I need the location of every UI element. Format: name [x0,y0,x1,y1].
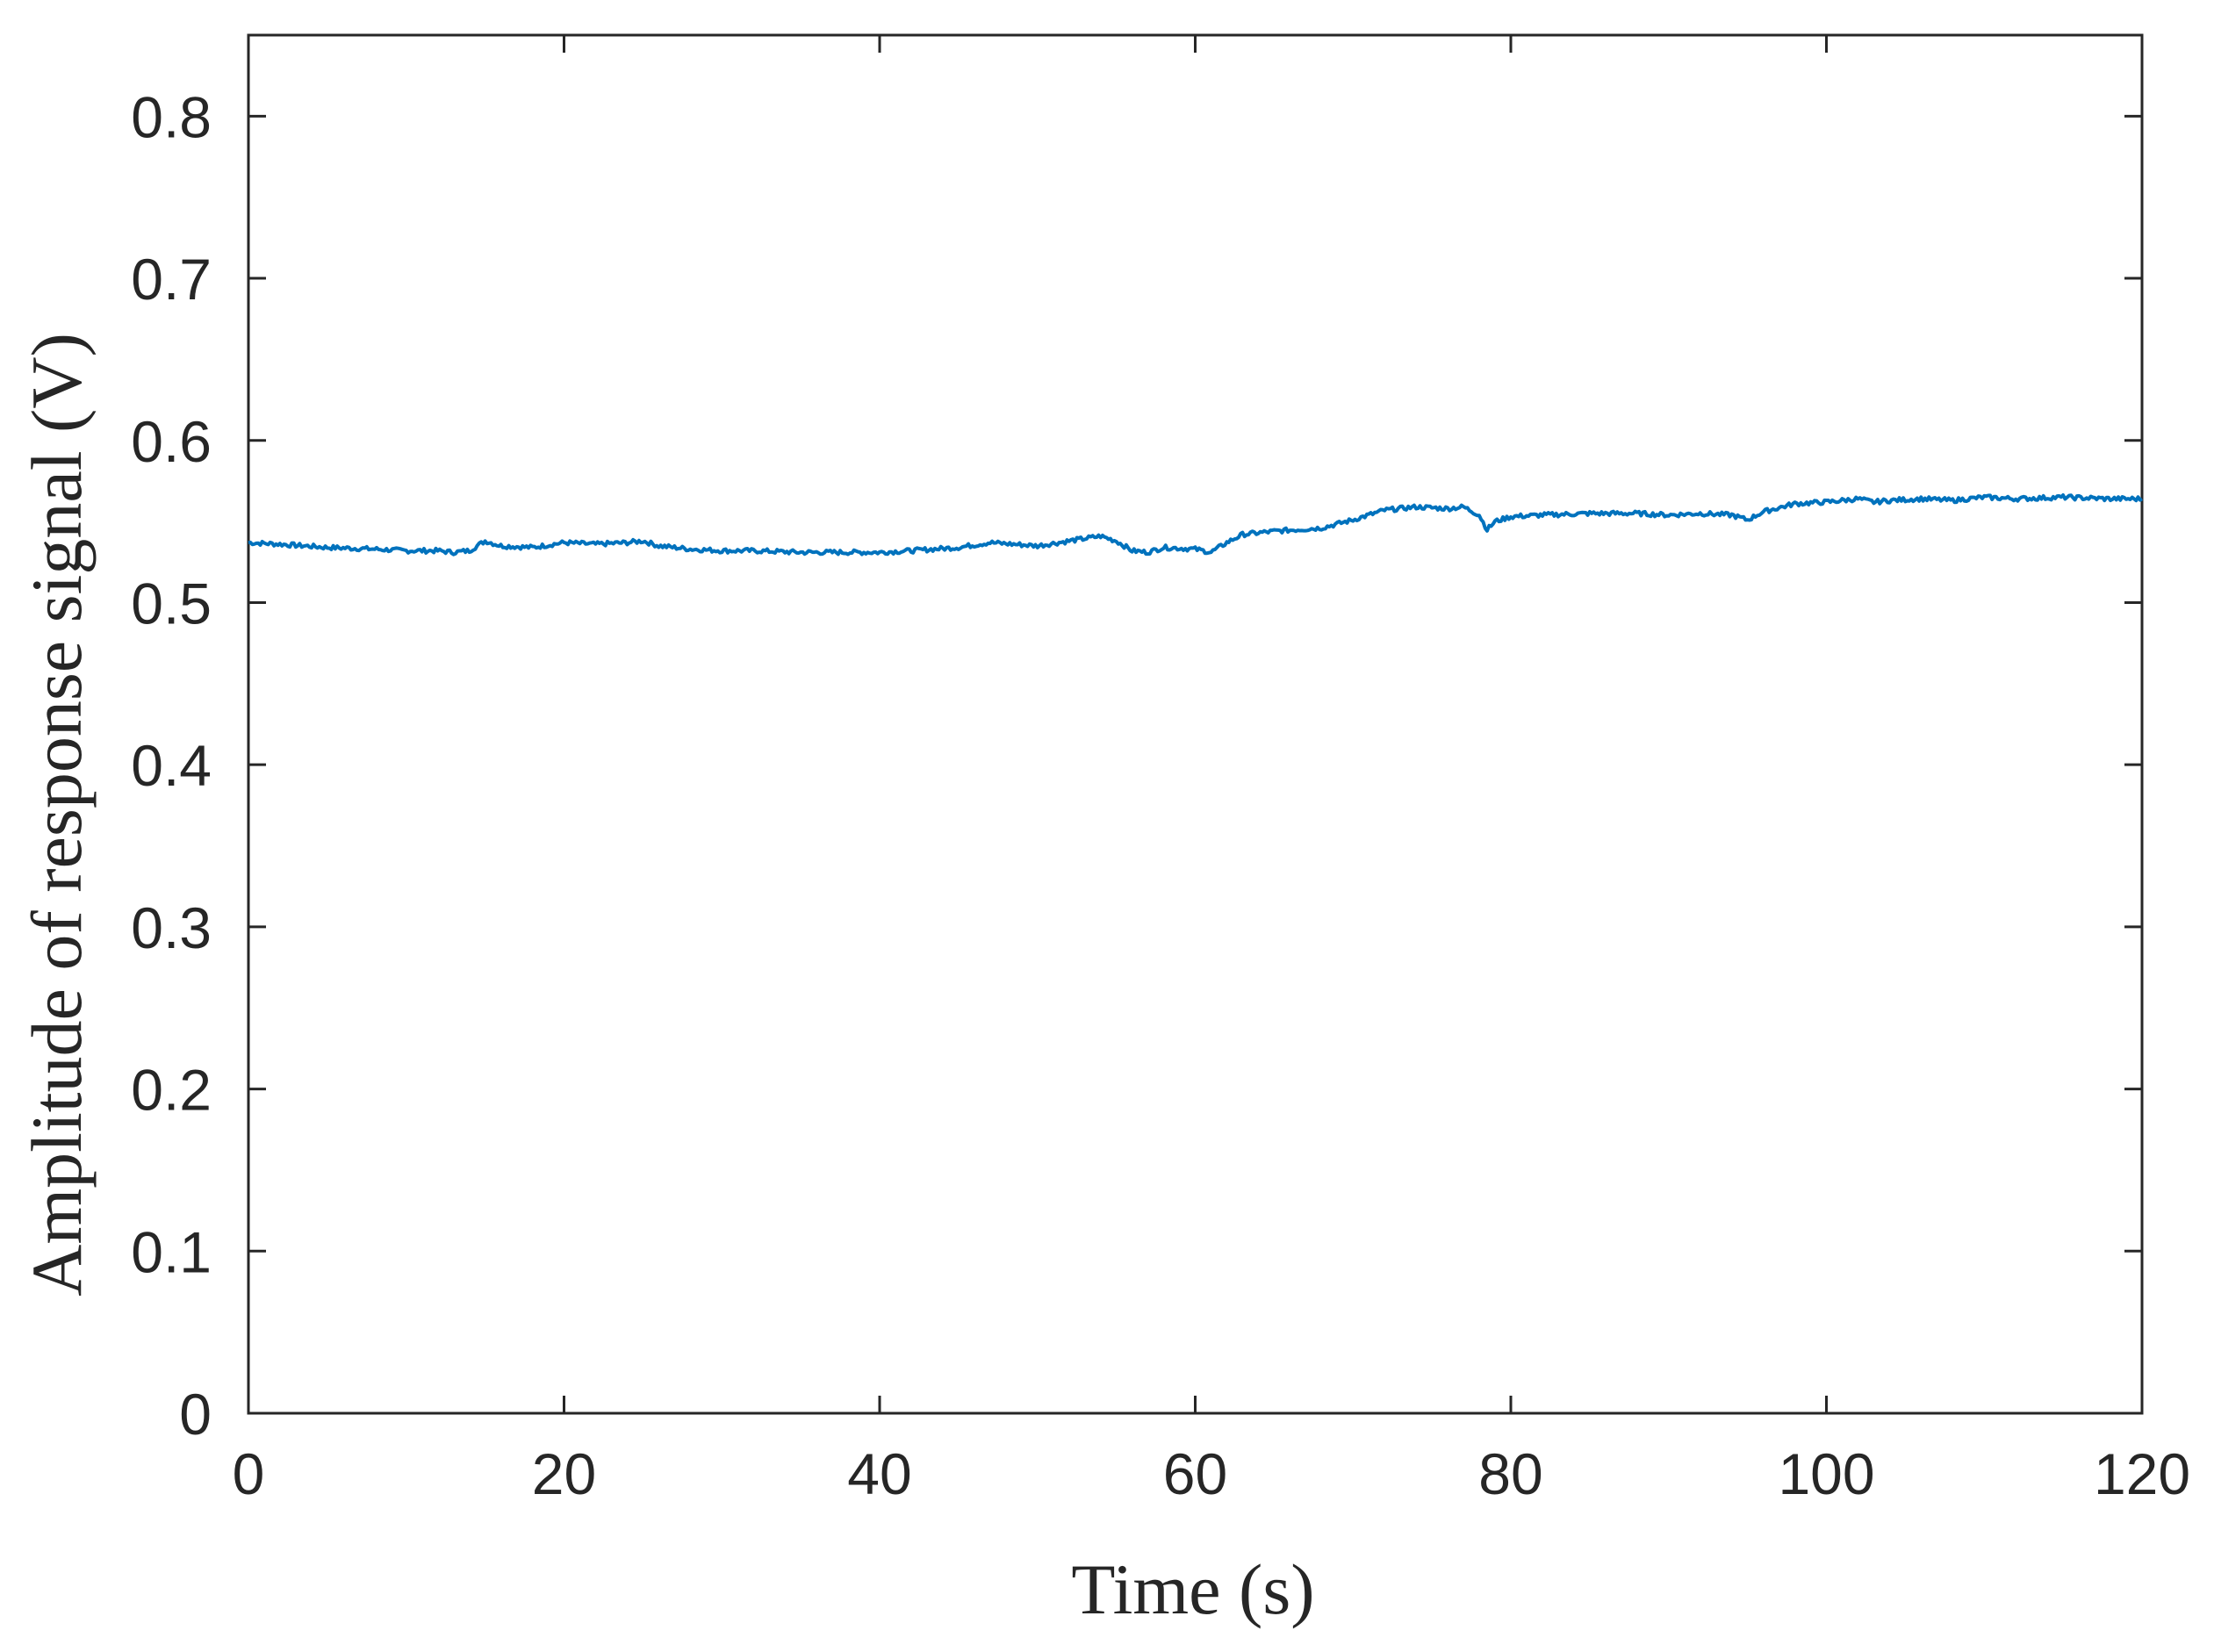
y-tick-label: 0.5 [131,571,212,636]
axes-box [247,33,2144,1415]
y-axis-label: Amplitude of response signal (V) [17,333,97,1296]
x-tick-label: 100 [1778,1441,1874,1506]
y-tick-label: 0.1 [131,1219,212,1284]
plot-area [247,33,2144,1415]
x-tick-label: 120 [2094,1441,2190,1506]
y-tick-label: 0.3 [131,895,212,960]
y-tick-label: 0.2 [131,1058,212,1123]
y-tick-label: 0 [179,1382,212,1447]
x-tick-label: 80 [1478,1441,1542,1506]
y-tick-label: 0.8 [131,84,212,149]
data-line-series-1 [248,493,2144,557]
ticks: 0 20 40 60 80 100 120 0 0.1 0.2 0.3 0.4 0.5 0.6 0.7 0.8 [131,35,2190,1506]
y-tick-label: 0.6 [131,409,212,474]
y-tick-label: 0.7 [131,247,212,312]
x-tick-label: 60 [1163,1441,1227,1506]
x-axis-label: Time (s) [1071,1549,1314,1629]
x-tick-label: 20 [532,1441,596,1506]
x-tick-label: 40 [847,1441,911,1506]
x-tick-label: 0 [233,1441,265,1506]
y-tick-label: 0.4 [131,733,212,798]
